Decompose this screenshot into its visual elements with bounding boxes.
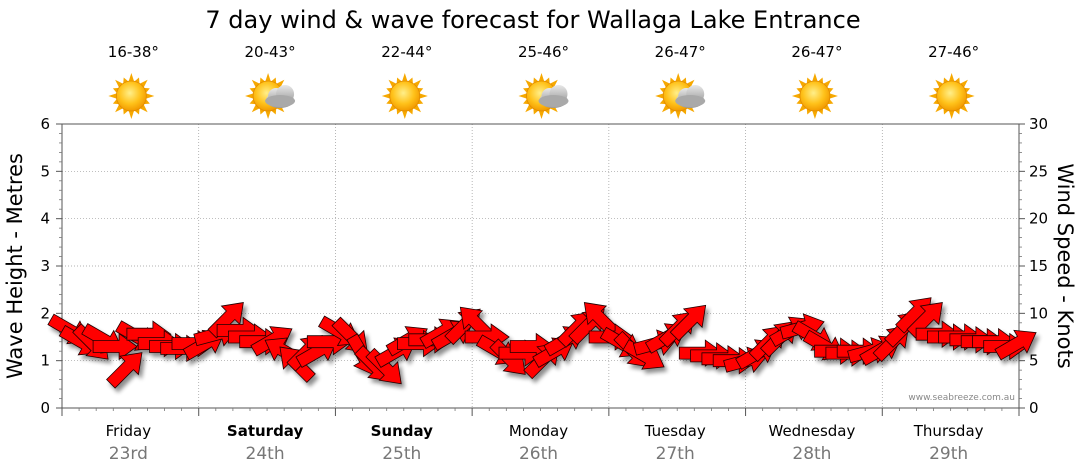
credit-text: www.seabreeze.com.au [908, 393, 1015, 403]
sun-icon [791, 73, 838, 119]
y-tick-label-right: 30 [1029, 115, 1048, 133]
day-date-label: 28th [792, 444, 831, 464]
y-tick-label-right: 25 [1029, 162, 1048, 180]
sun-icon [108, 73, 155, 119]
y-tick-label-right: 5 [1029, 352, 1039, 370]
day-temperature: 26-47° [791, 43, 842, 61]
day-date-label: 27th [656, 444, 695, 464]
y-tick-label-left: 2 [40, 304, 50, 322]
day-temperature: 25-46° [518, 43, 569, 61]
day-date-label: 25th [382, 444, 421, 464]
day-date-label: 26th [519, 444, 558, 464]
day-name-label: Wednesday [769, 422, 856, 440]
day-name-label: Tuesday [644, 422, 706, 440]
sun-icon [381, 73, 428, 119]
wind-arrow [106, 352, 143, 389]
day-temperature: 26-47° [655, 43, 706, 61]
chart-title: 7 day wind & wave forecast for Wallaga L… [205, 6, 860, 34]
y-tick-label-left: 1 [40, 352, 50, 370]
day-date-label: 29th [929, 444, 968, 464]
day-temperature: 27-46° [928, 43, 979, 61]
day-date-label: 24th [246, 444, 285, 464]
sun-cloud-icon [245, 73, 296, 119]
y-tick-label-left: 0 [40, 399, 50, 417]
y-tick-label-right: 10 [1029, 304, 1048, 322]
sun-icon [928, 73, 975, 119]
wind-arrow [669, 304, 707, 342]
y-tick-label-left: 4 [40, 210, 50, 228]
day-name-label: Sunday [371, 422, 434, 440]
day-temperature: 22-44° [381, 43, 432, 61]
y-tick-label-right: 15 [1029, 257, 1048, 275]
day-name-label: Friday [106, 422, 152, 440]
sun-cloud-icon [518, 73, 569, 119]
day-name-label: Thursday [913, 422, 984, 440]
y-axis-label-left: Wave Height - Metres [3, 153, 27, 379]
day-name-label: Saturday [227, 422, 304, 440]
y-tick-label-left: 3 [40, 257, 50, 275]
y-tick-label-left: 5 [40, 162, 50, 180]
wind-arrow [994, 329, 1037, 361]
day-temperature: 20-43° [245, 43, 296, 61]
sun-cloud-icon [655, 73, 706, 119]
day-temperature: 16-38° [108, 43, 159, 61]
day-name-label: Monday [509, 422, 568, 440]
y-tick-label-right: 20 [1029, 210, 1048, 228]
y-tick-label-left: 6 [40, 115, 50, 133]
day-date-label: 23rd [109, 444, 148, 464]
wind-arrow [92, 332, 138, 361]
y-axis-label-right: Wind Speed - Knots [1053, 163, 1077, 368]
y-tick-label-right: 0 [1029, 399, 1039, 417]
